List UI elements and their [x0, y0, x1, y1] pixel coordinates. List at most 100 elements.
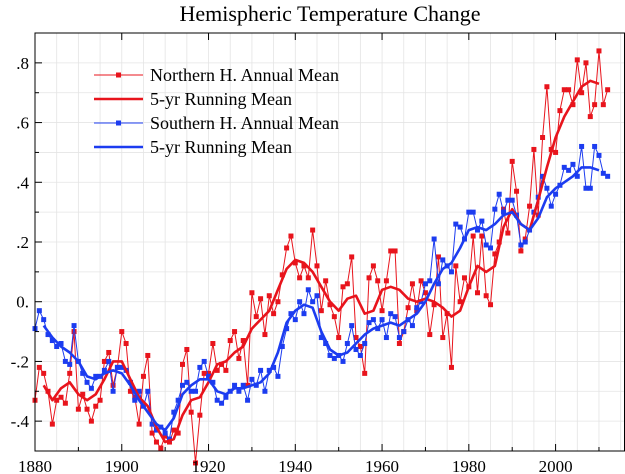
data-point — [54, 344, 60, 349]
data-point — [570, 161, 576, 167]
data-point — [240, 338, 246, 344]
data-point — [245, 397, 251, 403]
data-point — [488, 245, 494, 251]
data-point — [258, 296, 264, 302]
data-point — [288, 233, 294, 239]
data-point — [262, 332, 268, 338]
data-point — [184, 379, 190, 385]
data-point — [470, 233, 476, 239]
data-point — [496, 191, 502, 197]
data-point — [461, 275, 467, 281]
data-point — [422, 281, 428, 287]
data-point — [574, 173, 580, 179]
legend-label: Southern H. Annual Mean — [150, 113, 339, 133]
data-point — [409, 323, 415, 329]
data-point — [314, 263, 320, 269]
data-point — [84, 406, 90, 412]
data-point — [592, 143, 598, 149]
data-point — [544, 185, 550, 191]
data-point — [180, 382, 185, 388]
data-point — [505, 197, 511, 203]
y-tick-label: .4 — [16, 173, 29, 192]
data-point — [106, 358, 112, 364]
data-point — [600, 102, 606, 108]
data-point — [153, 427, 159, 433]
data-point — [379, 317, 385, 323]
data-point — [583, 185, 589, 191]
x-tick-label: 1980 — [452, 457, 486, 474]
data-point — [479, 233, 485, 239]
x-tick-label: 1900 — [105, 457, 139, 474]
data-point — [553, 149, 559, 155]
data-point — [301, 263, 307, 269]
data-point — [206, 373, 212, 379]
annual-mean-line — [34, 146, 608, 440]
data-point — [310, 227, 316, 233]
data-point — [288, 311, 294, 317]
data-point — [162, 433, 168, 439]
data-point — [62, 358, 68, 364]
data-point — [88, 385, 94, 391]
data-point — [501, 209, 507, 215]
data-point — [435, 281, 441, 287]
data-point — [101, 367, 107, 373]
data-point — [297, 275, 303, 281]
data-point — [232, 329, 238, 335]
data-point — [344, 341, 350, 347]
data-point — [158, 445, 164, 451]
data-point — [375, 326, 381, 332]
data-point — [58, 341, 64, 347]
data-point — [357, 352, 363, 358]
data-point — [301, 311, 307, 317]
x-tick-label: 1920 — [192, 457, 226, 474]
data-point — [544, 84, 550, 90]
data-point — [327, 352, 333, 358]
data-point — [184, 346, 190, 352]
data-point — [548, 203, 554, 209]
data-point — [422, 290, 428, 296]
data-point — [596, 48, 602, 54]
data-point — [596, 152, 602, 158]
data-point — [579, 143, 585, 149]
data-point — [71, 329, 77, 335]
data-point — [392, 314, 398, 320]
series-1 — [42, 79, 600, 444]
data-point — [71, 323, 77, 329]
data-point — [574, 57, 580, 63]
data-point — [214, 367, 220, 373]
axis-ticks: 1880 1900 1920 1940 1960 1980 2000 -.4 -.2 0. .2 .4… — [11, 33, 600, 474]
y-tick-label: .2 — [16, 233, 29, 252]
data-point — [566, 167, 572, 173]
data-point — [297, 299, 303, 305]
data-point — [475, 227, 480, 233]
x-tick-label: 2000 — [539, 457, 573, 474]
data-point — [223, 394, 229, 400]
data-point — [587, 114, 593, 120]
data-point — [366, 320, 372, 326]
data-point — [488, 302, 494, 308]
data-point — [323, 278, 329, 284]
data-point — [396, 341, 402, 347]
data-point — [414, 308, 420, 314]
data-point — [136, 421, 142, 427]
data-point — [405, 305, 411, 311]
data-point — [153, 439, 159, 445]
data-point — [318, 308, 324, 314]
data-point — [166, 436, 172, 442]
data-point — [370, 263, 376, 269]
data-point — [136, 388, 142, 394]
data-point — [501, 206, 507, 212]
x-tick-label: 1940 — [278, 457, 312, 474]
legend-label: Northern H. Annual Mean — [150, 65, 339, 85]
legend-marker — [116, 120, 121, 126]
data-point — [418, 278, 424, 284]
legend-label: 5-yr Running Mean — [150, 137, 292, 157]
data-point — [232, 382, 238, 388]
data-point — [175, 430, 181, 436]
data-point — [193, 388, 199, 394]
data-point — [140, 373, 146, 379]
data-point — [214, 397, 220, 403]
data-point — [388, 311, 394, 317]
data-point — [353, 346, 359, 352]
